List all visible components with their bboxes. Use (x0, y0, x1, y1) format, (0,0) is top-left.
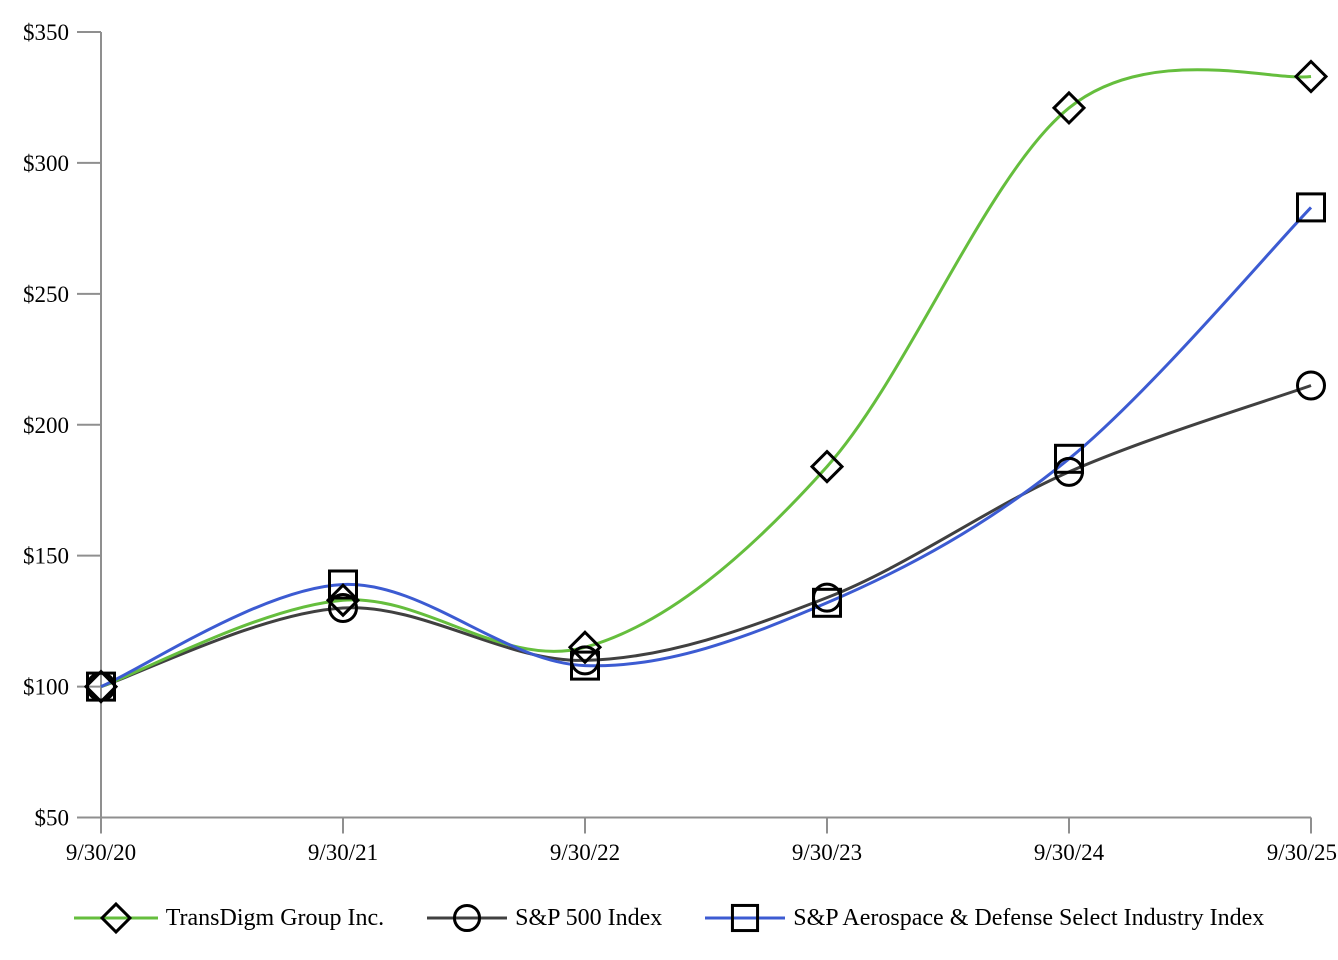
y-tick-label: $350 (23, 20, 69, 45)
y-tick-label: $300 (23, 151, 69, 176)
legend-label-aerospace-defense: S&P Aerospace & Defense Select Industry … (793, 905, 1265, 931)
series-line-1 (100, 384, 1312, 689)
series-line-0 (100, 68, 1312, 689)
x-tick-label: 9/30/21 (308, 840, 378, 865)
square-marker (570, 650, 600, 681)
square-marker (328, 569, 358, 600)
x-tick-label: 9/30/22 (550, 840, 620, 865)
y-tick-label: $150 (23, 544, 69, 569)
diamond-marker (1051, 90, 1087, 126)
legend-item-aerospace-defense: S&P Aerospace & Defense Select Industry … (705, 901, 1264, 935)
diamond-marker (99, 901, 132, 935)
square-marker-icon (705, 903, 786, 933)
square-marker (86, 671, 116, 702)
y-tick-label: $50 (35, 806, 70, 831)
y-tick-label: $250 (23, 282, 69, 307)
diamond-marker (325, 583, 361, 618)
x-tick-label: 9/30/20 (66, 840, 136, 865)
diamond-marker (567, 630, 603, 665)
diamond-marker-icon (73, 901, 158, 935)
legend-item-sp500: S&P 500 Index (427, 901, 662, 935)
square-marker (731, 903, 760, 933)
circle-marker (328, 593, 358, 623)
square-marker (812, 587, 842, 618)
legend: TransDigm Group Inc. S&P 500 Index S&P A… (0, 900, 1338, 936)
series-line-2 (100, 206, 1313, 688)
x-tick-label: 9/30/23 (792, 840, 862, 865)
y-tick-label: $100 (23, 675, 69, 700)
circle-marker (453, 903, 482, 933)
legend-label-sp500: S&P 500 Index (515, 905, 663, 931)
plot-area: $50 $100 $150 $200 $250 $300 $350 9/30/20 9/30/2… (23, 20, 1337, 865)
diamond-marker (809, 449, 845, 484)
legend-label-transdigm: TransDigm Group Inc. (165, 905, 385, 931)
circle-marker (1296, 370, 1326, 401)
legend-item-transdigm: TransDigm Group Inc. (73, 901, 385, 935)
square-marker (1296, 192, 1326, 223)
x-tick-label: 9/30/25 (1267, 840, 1337, 865)
square-marker (1054, 443, 1084, 474)
circle-marker-icon (427, 903, 508, 933)
x-tick-label: 9/30/24 (1034, 840, 1105, 865)
diamond-marker (1293, 59, 1329, 94)
y-tick-label: $200 (23, 413, 69, 438)
